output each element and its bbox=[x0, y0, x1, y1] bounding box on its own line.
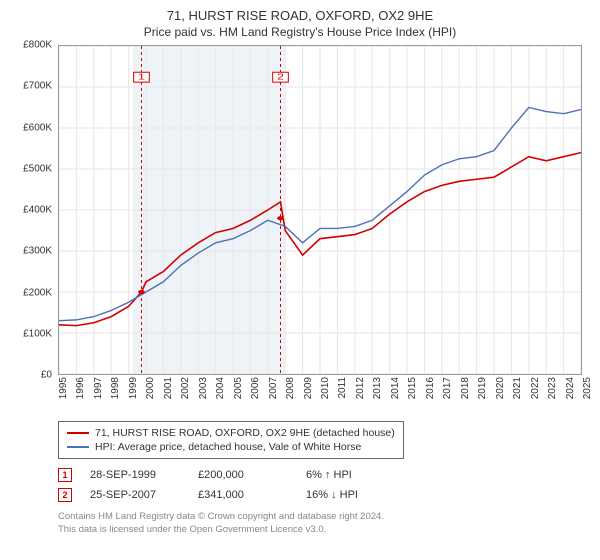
x-tick: 2007 bbox=[268, 377, 279, 399]
svg-text:2: 2 bbox=[277, 73, 284, 81]
legend-swatch bbox=[67, 446, 89, 448]
y-tick: £0 bbox=[41, 370, 52, 381]
x-tick: 2008 bbox=[285, 377, 296, 399]
sale-marker-row: 1 28-SEP-1999 £200,000 6% ↑ HPI bbox=[58, 465, 586, 485]
x-tick: 2014 bbox=[390, 377, 401, 399]
x-tick: 2006 bbox=[250, 377, 261, 399]
x-tick: 2025 bbox=[582, 377, 593, 399]
x-tick: 2021 bbox=[512, 377, 523, 399]
x-tick: 2018 bbox=[460, 377, 471, 399]
legend-label: HPI: Average price, detached house, Vale… bbox=[95, 441, 361, 453]
chart-subtitle: Price paid vs. HM Land Registry's House … bbox=[14, 25, 586, 39]
plot-svg: 12 bbox=[59, 46, 581, 374]
x-tick: 2015 bbox=[407, 377, 418, 399]
legend-item: 71, HURST RISE ROAD, OXFORD, OX2 9HE (de… bbox=[67, 426, 395, 440]
y-tick: £600K bbox=[23, 122, 52, 133]
x-tick: 2016 bbox=[425, 377, 436, 399]
x-tick: 2011 bbox=[337, 377, 348, 399]
sale-vs-hpi: 6% ↑ HPI bbox=[306, 469, 396, 481]
sale-vs-hpi: 16% ↓ HPI bbox=[306, 489, 396, 501]
y-tick: £800K bbox=[23, 40, 52, 51]
legend-swatch bbox=[67, 432, 89, 434]
x-tick: 2017 bbox=[442, 377, 453, 399]
x-tick: 1995 bbox=[58, 377, 69, 399]
sale-markers-table: 1 28-SEP-1999 £200,000 6% ↑ HPI 2 25-SEP-2007… bbox=[58, 465, 586, 505]
sale-price: £341,000 bbox=[198, 489, 288, 501]
sale-marker-row: 2 25-SEP-2007 £341,000 16% ↓ HPI bbox=[58, 485, 586, 505]
x-tick: 2019 bbox=[477, 377, 488, 399]
chart-area: £0£100K£200K£300K£400K£500K£600K£700K£80… bbox=[14, 45, 586, 415]
sale-marker-number: 2 bbox=[58, 488, 72, 502]
x-tick: 1996 bbox=[75, 377, 86, 399]
attribution: Contains HM Land Registry data © Crown c… bbox=[58, 511, 586, 537]
x-tick: 2005 bbox=[233, 377, 244, 399]
x-tick: 2009 bbox=[303, 377, 314, 399]
sale-price: £200,000 bbox=[198, 469, 288, 481]
x-tick: 1997 bbox=[93, 377, 104, 399]
x-tick: 1999 bbox=[128, 377, 139, 399]
sale-date: 25-SEP-2007 bbox=[90, 489, 180, 501]
x-axis: 1995 1996 1997 1998 1999 2000 2001 2002 2003 2004… bbox=[58, 375, 582, 415]
x-tick: 2002 bbox=[180, 377, 191, 399]
y-tick: £200K bbox=[23, 287, 52, 298]
x-tick: 2022 bbox=[530, 377, 541, 399]
y-tick: £300K bbox=[23, 246, 52, 257]
legend-item: HPI: Average price, detached house, Vale… bbox=[67, 440, 395, 454]
y-tick: £700K bbox=[23, 81, 52, 92]
y-tick: £400K bbox=[23, 205, 52, 216]
x-tick: 2013 bbox=[372, 377, 383, 399]
x-tick: 2001 bbox=[163, 377, 174, 399]
attribution-line-1: Contains HM Land Registry data © Crown c… bbox=[58, 511, 586, 524]
x-tick: 2023 bbox=[547, 377, 558, 399]
sale-marker-number: 1 bbox=[58, 468, 72, 482]
plot-region: 12 bbox=[58, 45, 582, 375]
chart-title: 71, HURST RISE ROAD, OXFORD, OX2 9HE bbox=[14, 8, 586, 23]
x-tick: 2012 bbox=[355, 377, 366, 399]
y-axis: £0£100K£200K£300K£400K£500K£600K£700K£80… bbox=[14, 45, 56, 375]
x-tick: 1998 bbox=[110, 377, 121, 399]
x-tick: 2024 bbox=[565, 377, 576, 399]
sale-date: 28-SEP-1999 bbox=[90, 469, 180, 481]
legend-label: 71, HURST RISE ROAD, OXFORD, OX2 9HE (de… bbox=[95, 427, 395, 439]
x-tick: 2020 bbox=[495, 377, 506, 399]
legend: 71, HURST RISE ROAD, OXFORD, OX2 9HE (de… bbox=[58, 421, 404, 459]
x-tick: 2004 bbox=[215, 377, 226, 399]
y-tick: £100K bbox=[23, 328, 52, 339]
svg-text:1: 1 bbox=[138, 73, 145, 81]
x-tick: 2000 bbox=[145, 377, 156, 399]
y-tick: £500K bbox=[23, 163, 52, 174]
x-tick: 2010 bbox=[320, 377, 331, 399]
attribution-line-2: This data is licensed under the Open Gov… bbox=[58, 524, 586, 537]
x-tick: 2003 bbox=[198, 377, 209, 399]
